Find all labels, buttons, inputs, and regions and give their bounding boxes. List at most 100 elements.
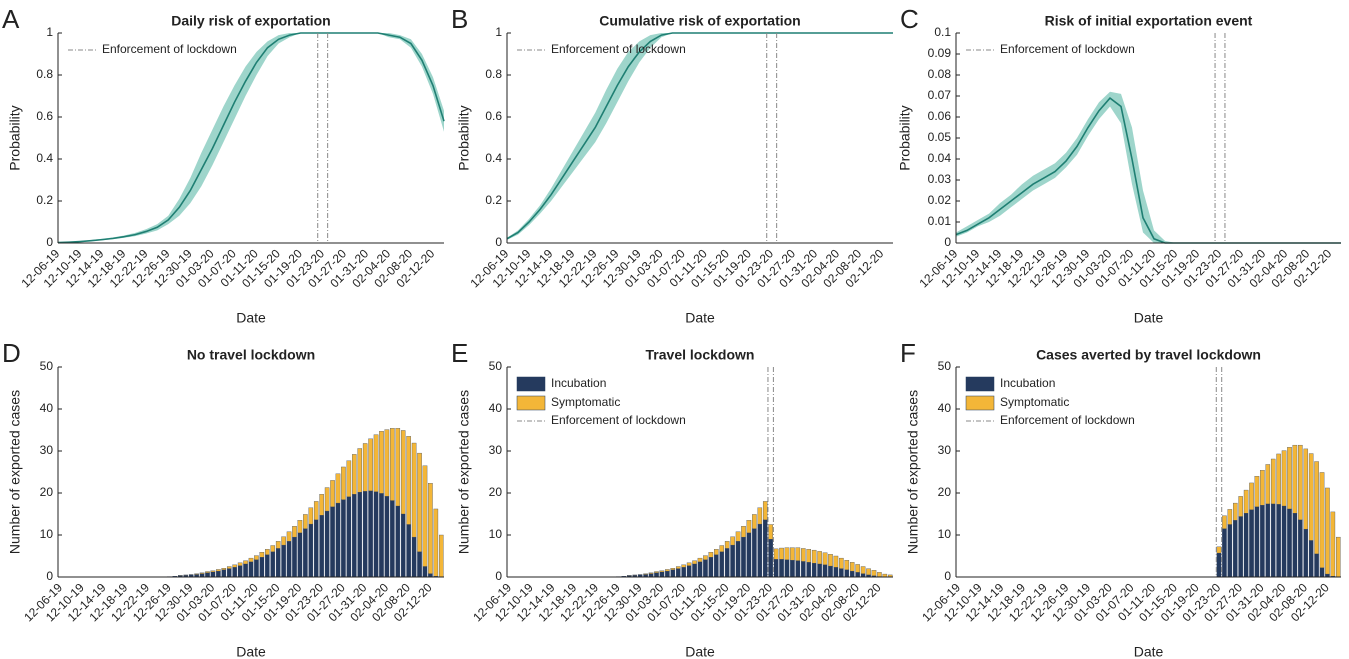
bar — [860, 573, 866, 578]
bar — [368, 490, 373, 578]
bar — [373, 491, 379, 578]
bar — [719, 551, 725, 578]
bar — [270, 545, 276, 552]
chart-title: Travel lockdown — [646, 347, 755, 363]
panel-letter: F — [900, 338, 916, 368]
panel-letter: C — [900, 4, 919, 34]
bar — [286, 541, 292, 578]
mean-line — [506, 32, 893, 240]
bar — [735, 541, 741, 578]
y-tick-label: 50 — [489, 359, 503, 373]
bar — [232, 567, 237, 578]
bar — [735, 531, 741, 542]
bar — [1216, 552, 1222, 578]
y-tick-label: 0.8 — [485, 67, 502, 81]
bar — [1254, 506, 1260, 578]
bar — [828, 554, 833, 567]
x-axis-label: Date — [236, 644, 266, 659]
y-tick-label: 0.06 — [928, 109, 952, 123]
bar — [839, 568, 844, 578]
y-tick-label: 20 — [489, 485, 503, 499]
bar — [665, 570, 670, 578]
chart-title: Risk of initial exportation event — [1045, 13, 1253, 29]
bar — [395, 505, 401, 578]
bar — [681, 567, 686, 578]
bar — [281, 544, 286, 578]
bar — [746, 520, 752, 534]
bar — [724, 548, 730, 578]
y-tick-label: 0 — [46, 569, 53, 583]
bar — [817, 563, 822, 578]
bar — [346, 496, 352, 578]
bar — [795, 547, 801, 561]
bar — [433, 508, 439, 577]
bar — [1216, 546, 1222, 554]
bar — [390, 428, 395, 501]
bar — [719, 545, 725, 552]
bar — [1303, 448, 1309, 530]
bar — [428, 573, 433, 578]
bar — [806, 562, 812, 578]
bar — [319, 515, 324, 578]
bar — [362, 443, 368, 492]
bar — [1232, 502, 1238, 521]
y-tick-label: 0.1 — [934, 25, 951, 39]
confidence-band — [58, 33, 444, 243]
legend-label: Enforcement of lockdown — [1000, 42, 1135, 56]
bar — [265, 554, 270, 578]
bar — [1287, 447, 1292, 510]
bar — [844, 569, 850, 578]
bar — [1298, 444, 1303, 521]
bar — [703, 559, 708, 578]
bar — [205, 572, 210, 578]
y-tick-label: 30 — [40, 443, 54, 457]
bar — [648, 573, 654, 578]
bar — [341, 466, 346, 500]
bar — [686, 562, 692, 566]
y-tick-label: 0.4 — [36, 151, 53, 165]
bar — [1314, 461, 1319, 555]
bar — [697, 557, 703, 563]
bar — [828, 565, 833, 578]
bar — [422, 465, 428, 567]
bar — [243, 560, 248, 565]
bar — [194, 573, 199, 575]
bar — [1319, 472, 1325, 568]
y-tick-label: 40 — [938, 401, 952, 415]
bar — [406, 524, 411, 578]
x-axis-label: Date — [1134, 310, 1164, 326]
y-tick-label: 0.03 — [928, 172, 952, 186]
bar — [833, 555, 839, 568]
bar — [352, 494, 357, 578]
bar — [254, 555, 259, 560]
x-axis-label: Date — [236, 310, 266, 326]
bar — [411, 536, 417, 578]
bar — [779, 559, 784, 578]
bar — [1325, 487, 1330, 575]
bar — [313, 519, 319, 578]
panel-letter: A — [2, 4, 20, 34]
bar — [373, 434, 379, 492]
legend-label: Incubation — [551, 376, 606, 390]
bar — [1314, 553, 1319, 578]
legend-swatch — [516, 376, 546, 392]
bar — [395, 428, 401, 507]
bar — [1292, 513, 1298, 578]
y-tick-label: 0.02 — [928, 193, 952, 207]
bar — [1227, 509, 1233, 525]
bar — [752, 514, 757, 529]
bar — [384, 496, 390, 578]
bar — [292, 536, 297, 578]
y-axis-label: Number of exported cases — [905, 390, 921, 554]
bar — [254, 559, 259, 578]
legend-label: Enforcement of lockdown — [551, 42, 686, 56]
bar — [1308, 453, 1314, 541]
bar — [303, 528, 308, 578]
bar — [714, 549, 719, 555]
bar — [330, 480, 335, 508]
legend-label: Enforcement of lockdown — [551, 413, 686, 427]
y-tick-label: 0.09 — [928, 46, 952, 60]
bar — [275, 548, 281, 578]
y-tick-label: 10 — [489, 527, 503, 541]
